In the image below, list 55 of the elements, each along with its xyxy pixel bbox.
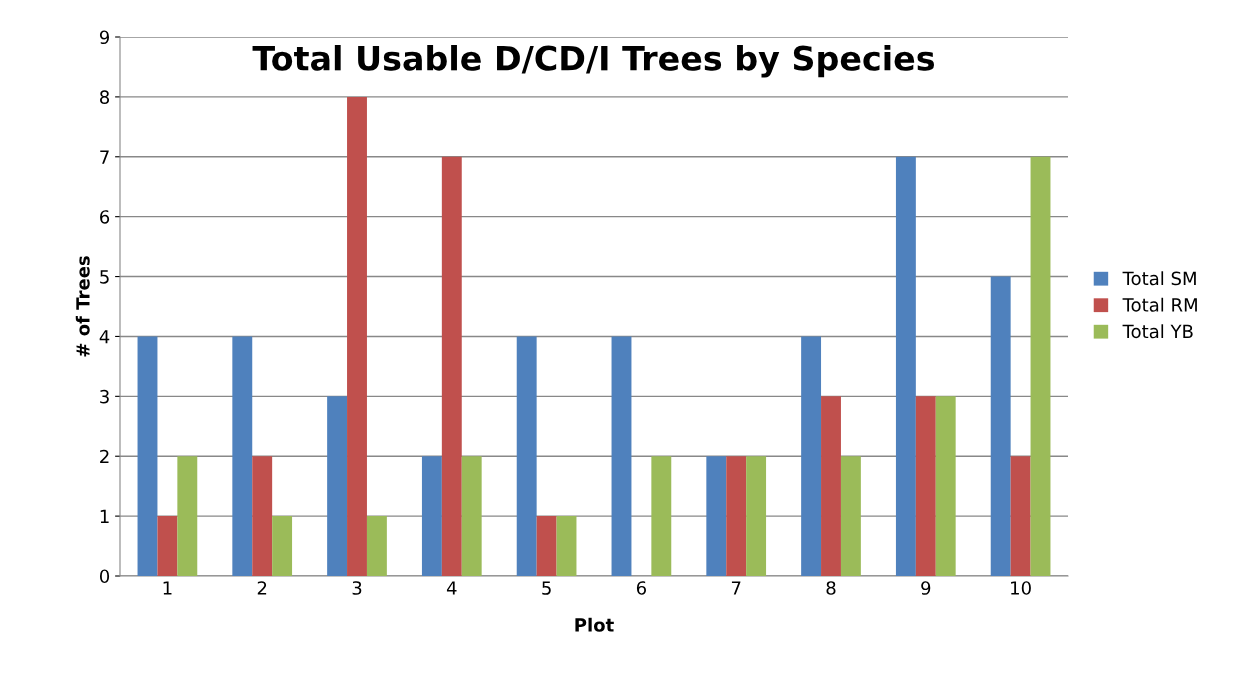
bar: [895, 156, 916, 576]
bar: [232, 336, 253, 576]
bar: [536, 516, 557, 576]
x-axis-title: Plot: [575, 617, 614, 632]
legend-label: Total RM: [1122, 297, 1197, 312]
bar: [840, 456, 861, 576]
y-tick-label: 2: [100, 449, 109, 464]
x-tick-label: 3: [352, 581, 362, 595]
bar: [157, 516, 178, 576]
bar: [726, 456, 747, 576]
x-tick-label: 8: [826, 581, 836, 595]
y-axis-title: # of Trees: [75, 256, 90, 357]
bar: [137, 336, 158, 576]
x-tick-label: 1: [163, 581, 172, 595]
y-tick-label: 4: [99, 330, 110, 344]
y-tick-label: 5: [100, 270, 109, 284]
bar: [915, 396, 936, 576]
bar: [272, 516, 293, 576]
bar: [1010, 456, 1031, 576]
bar: [935, 396, 956, 576]
bar: [611, 336, 632, 576]
bar: [821, 396, 841, 576]
x-tick-label: 4: [446, 581, 457, 595]
bar: [1030, 156, 1051, 576]
x-tick-label: 5: [542, 581, 551, 595]
bar: [327, 396, 348, 576]
y-tick-label: 0: [99, 569, 110, 584]
bar: [347, 96, 367, 576]
bar: [441, 156, 462, 576]
y-tick-label: 8: [100, 90, 110, 105]
legend-label: Total SM: [1122, 271, 1196, 286]
y-tick-label: 1: [100, 509, 109, 523]
bar: [746, 456, 767, 576]
bar: [252, 456, 273, 576]
x-tick-label: 2: [257, 581, 267, 595]
x-tick-label: 7: [731, 581, 741, 595]
bar: [177, 456, 198, 576]
bar: [366, 516, 387, 576]
bar: [706, 456, 727, 576]
bar: [516, 336, 537, 576]
bar: [421, 456, 442, 576]
bar: [461, 456, 482, 576]
bar: [801, 336, 822, 576]
x-tick-label: 6: [636, 581, 647, 595]
y-tick-label: 3: [100, 389, 109, 404]
chart-title: Total Usable D/CD/I Trees by Species: [252, 44, 935, 78]
bar: [990, 276, 1011, 576]
bar: [556, 516, 577, 576]
y-tick-label: 9: [99, 30, 110, 45]
legend-label: Total YB: [1122, 324, 1193, 339]
x-tick-label: 9: [921, 581, 931, 595]
y-tick-label: 6: [100, 210, 110, 224]
bar: [651, 456, 672, 576]
y-tick-label: 7: [100, 150, 109, 164]
x-tick-label: 10: [1011, 581, 1031, 595]
